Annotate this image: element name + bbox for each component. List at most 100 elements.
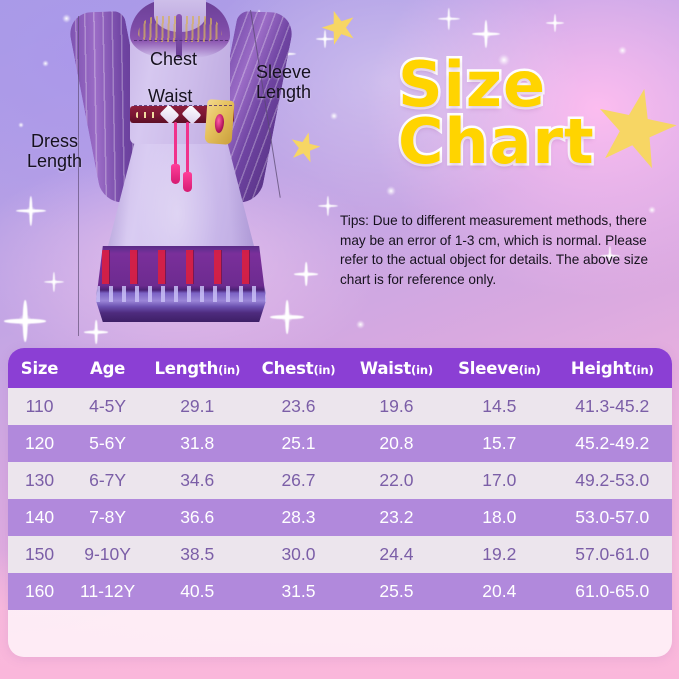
column-header-name: Age: [90, 358, 126, 378]
cell-size: 110: [25, 396, 54, 416]
cell-height: 49.2-53.0: [575, 470, 650, 490]
table-header: Size Age Length(in) Chest(in) Waist(in) Sleev…: [8, 348, 672, 388]
table-row: 140 7-8Y 36.6 28.3 23.2 18.0 53.0-57.0: [8, 499, 672, 536]
cell-age: 7-8Y: [89, 507, 127, 527]
cell-height: 57.0-61.0: [575, 544, 650, 564]
cell-size: 140: [24, 507, 55, 527]
column-header-age: Age: [71, 348, 144, 388]
cell-sleeve: 14.5: [482, 396, 517, 416]
cell-sleeve: 17.0: [482, 470, 517, 490]
column-header-unit: (in): [518, 362, 541, 377]
column-header-unit: (in): [631, 362, 654, 377]
sparkle-dot-icon: [62, 14, 71, 23]
cell-age: 9-10Y: [84, 544, 131, 564]
table-row: 130 6-7Y 34.6 26.7 22.0 17.0 49.2-53.0: [8, 462, 672, 499]
column-header-name: Height: [570, 358, 632, 378]
cell-waist: 23.2: [379, 507, 414, 527]
tips-text: Tips: Due to different measurement metho…: [340, 213, 649, 287]
cell-size: 120: [24, 433, 55, 453]
hem-diamond-pattern: [96, 250, 266, 284]
cell-chest: 23.6: [281, 396, 316, 416]
column-header-name: Sleeve: [458, 358, 519, 378]
size-chart-table: Size Age Length(in) Chest(in) Waist(in) Sleev…: [8, 348, 672, 610]
chest-measure-line: [134, 40, 228, 41]
sparkle-dot-icon: [330, 112, 338, 120]
cell-waist: 25.5: [379, 581, 414, 601]
sparkle-dot-icon: [386, 186, 396, 196]
cell-sleeve: 15.7: [482, 433, 517, 453]
cell-height: 61.0-65.0: [575, 581, 650, 601]
cell-height: 53.0-57.0: [575, 507, 650, 527]
column-header-size: Size: [8, 348, 71, 388]
sparkle-dot-icon: [356, 320, 365, 329]
cell-size: 150: [24, 544, 55, 564]
cell-chest: 28.3: [281, 507, 316, 527]
table-row: 160 11-12Y 40.5 31.5 25.5 20.4 61.0-65.0: [8, 573, 672, 610]
waist-label: Waist: [148, 86, 193, 106]
cell-length: 31.8: [180, 433, 215, 453]
pouch-gem-icon: [214, 113, 225, 134]
column-header-waist: Waist(in): [347, 348, 447, 388]
belt-tassel-icon: [183, 172, 192, 192]
sparkle-dot-icon: [18, 122, 24, 128]
belt-tassel-icon: [171, 164, 180, 184]
cell-height: 45.2-49.2: [575, 433, 650, 453]
cell-chest: 26.7: [281, 470, 316, 490]
cell-length: 29.1: [180, 396, 215, 416]
column-header-unit: (in): [313, 362, 336, 377]
sparkle-dot-icon: [498, 54, 510, 66]
column-header-unit: (in): [218, 362, 240, 377]
cell-length: 38.5: [180, 544, 215, 564]
cell-sleeve: 20.4: [482, 581, 517, 601]
table-row: 110 4-5Y 29.1 23.6 19.6 14.5 41.3-45.2: [8, 388, 672, 425]
column-header-name: Size: [20, 358, 59, 378]
cell-length: 40.5: [180, 581, 215, 601]
table-row: 120 5-6Y 31.8 25.1 20.8 15.7 45.2-49.2: [8, 425, 672, 462]
cell-length: 34.6: [180, 470, 215, 490]
sparkle-dot-icon: [42, 60, 49, 67]
cell-waist: 22.0: [379, 470, 414, 490]
dress-hem-band: [96, 246, 266, 322]
cell-age: 11-12Y: [80, 581, 136, 601]
cell-size: 160: [24, 581, 55, 601]
belt-stud-icons: [136, 112, 160, 118]
column-header-unit: (in): [411, 362, 433, 377]
cell-sleeve: 19.2: [482, 544, 517, 564]
column-header-name: Waist: [359, 358, 412, 378]
chest-label: Chest: [150, 49, 198, 69]
cell-chest: 30.0: [281, 544, 316, 564]
cell-age: 5-6Y: [89, 433, 127, 453]
table-body: 110 4-5Y 29.1 23.6 19.6 14.5 41.3-45.2 120 5-6Y 3…: [8, 388, 672, 610]
cell-chest: 25.1: [281, 433, 316, 453]
cell-waist: 19.6: [379, 396, 414, 416]
cell-size: 130: [24, 470, 55, 490]
waist-measure-line: [134, 105, 232, 106]
column-header-length: Length(in): [144, 348, 250, 388]
cell-age: 6-7Y: [89, 470, 127, 490]
belt-tassel-cord: [186, 122, 189, 174]
cell-sleeve: 18.0: [482, 507, 517, 527]
sparkle-dot-icon: [648, 206, 656, 214]
cell-waist: 24.4: [379, 544, 414, 564]
cell-chest: 31.5: [281, 581, 316, 601]
belt-tassel-cord: [174, 122, 177, 166]
cell-length: 36.6: [180, 507, 215, 527]
dress-length-measure-line: [78, 16, 80, 336]
dress-placket: [176, 14, 182, 58]
column-header-height: Height(in): [552, 348, 672, 388]
size-chart-card: Size Age Length(in) Chest(in) Waist(in) Sleev…: [8, 348, 672, 657]
cell-height: 41.3-45.2: [575, 396, 650, 416]
page-title: Size Chart: [396, 48, 597, 178]
column-header-sleeve: Sleeve(in): [446, 348, 552, 388]
sleeve-length-label: Sleeve Length: [256, 62, 312, 102]
cell-waist: 20.8: [379, 433, 414, 453]
dress-length-label: Dress Length: [27, 131, 83, 171]
column-header-name: Chest: [261, 358, 314, 378]
hem-stripe-pattern: [96, 286, 266, 302]
dress-illustration: [65, 0, 297, 344]
table-row: 150 9-10Y 38.5 30.0 24.4 19.2 57.0-61.0: [8, 536, 672, 573]
cell-age: 4-5Y: [89, 396, 127, 416]
table-header-row: Size Age Length(in) Chest(in) Waist(in) Sleev…: [8, 348, 672, 388]
sparkle-dot-icon: [618, 46, 627, 55]
column-header-chest: Chest(in): [250, 348, 346, 388]
